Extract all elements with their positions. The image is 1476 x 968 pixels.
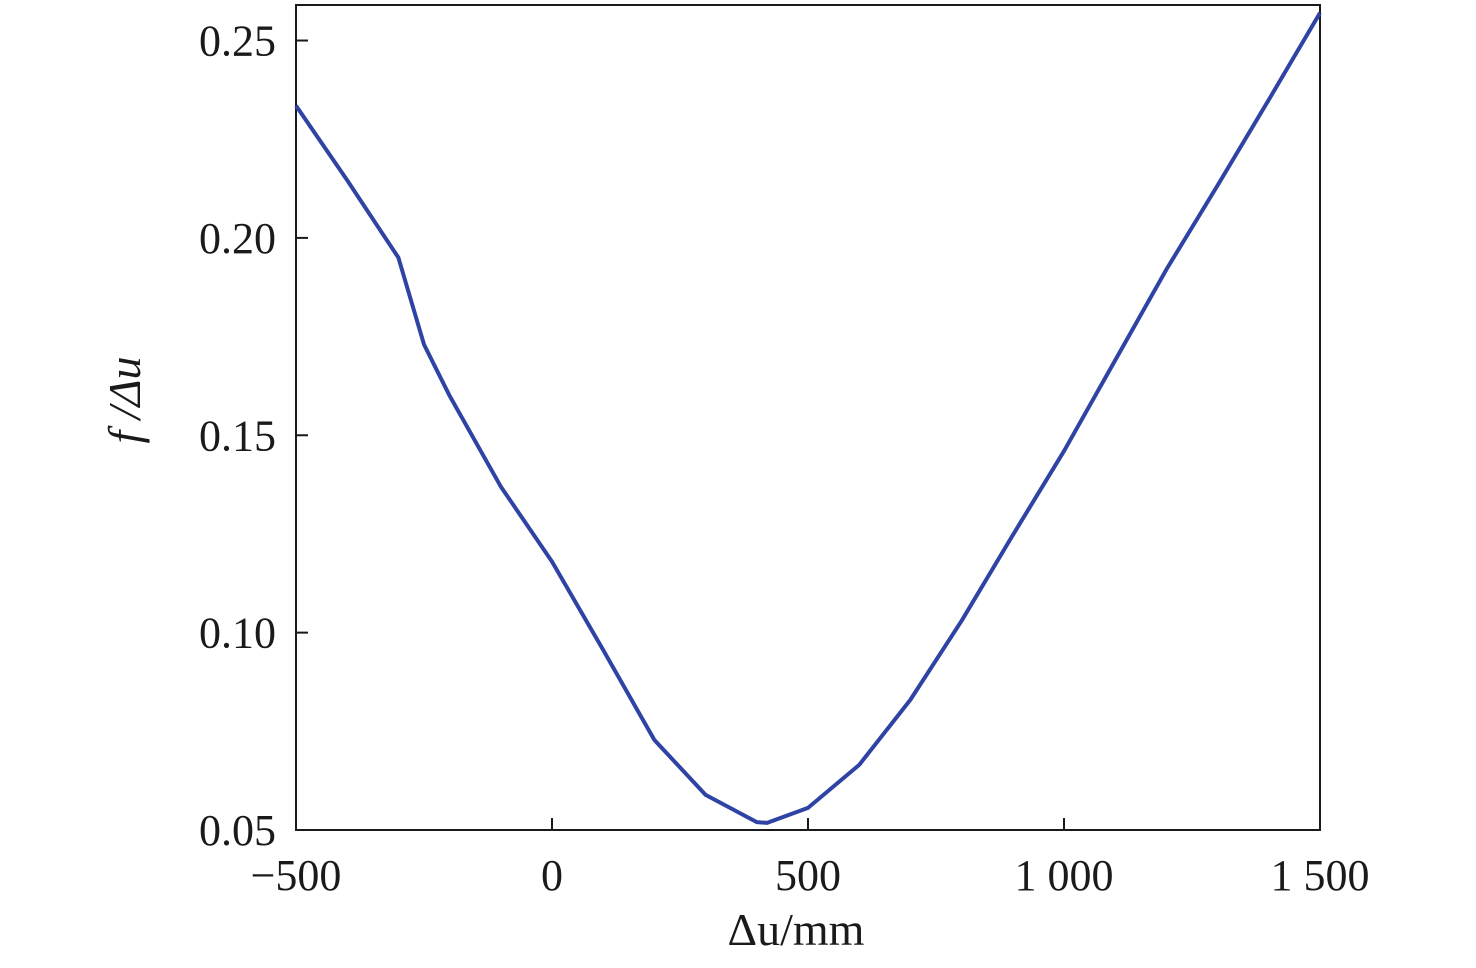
x-tick-label: 1 000 bbox=[1015, 851, 1114, 900]
plot-frame bbox=[295, 4, 1321, 831]
x-tick-label: 1 500 bbox=[1271, 851, 1370, 900]
y-axis-label: f /Δu bbox=[99, 356, 150, 443]
data-line bbox=[294, 11, 1322, 825]
y-tick-label: 0.10 bbox=[199, 609, 276, 658]
x-tick-label: −500 bbox=[251, 851, 342, 900]
x-tick-label: 0 bbox=[541, 851, 563, 900]
y-tick-label: 0.05 bbox=[199, 806, 276, 855]
x-tick-label: 500 bbox=[775, 851, 841, 900]
y-tick-label: 0.25 bbox=[199, 17, 276, 66]
x-axis-label: Δu/mm bbox=[728, 904, 865, 955]
y-tick-label: 0.20 bbox=[199, 214, 276, 263]
y-tick-label: 0.15 bbox=[199, 411, 276, 460]
